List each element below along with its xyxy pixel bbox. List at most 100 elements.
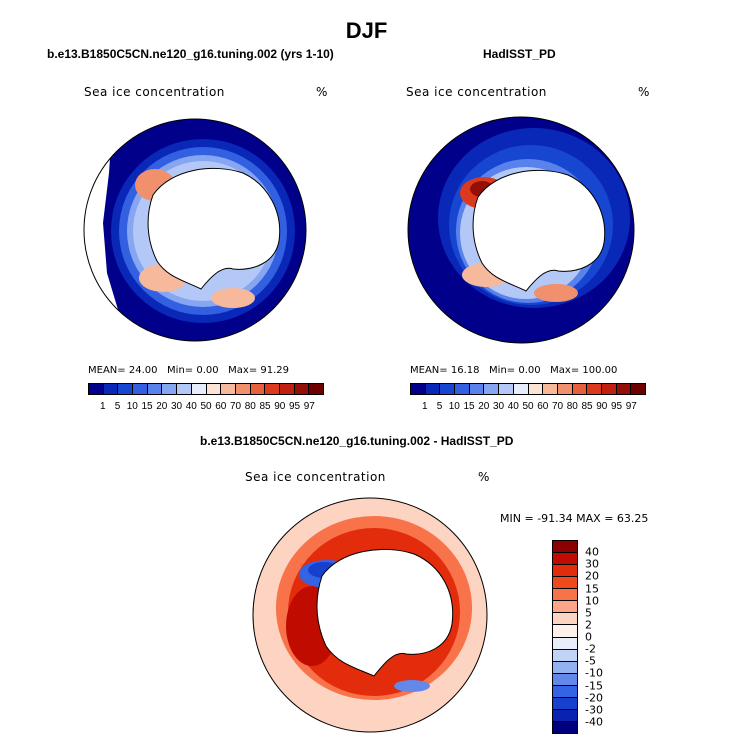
colorbar-swatch — [553, 721, 577, 733]
colorbar-tick-label: 40 — [585, 545, 599, 559]
colorbar-swatch — [469, 384, 485, 394]
max-label: MAX = — [576, 512, 614, 525]
colorbar-tick-label: -5 — [585, 654, 596, 668]
colorbar-tick-label: 50 — [522, 401, 534, 412]
mean-label: MEAN= — [410, 365, 448, 376]
colorbar-swatch — [553, 553, 577, 566]
colorbar-tick-label: 1 — [99, 401, 106, 412]
colorbar-swatch — [499, 384, 514, 394]
colorbar-tick-label: 30 — [492, 401, 505, 412]
antarctica-landmass — [472, 169, 606, 292]
colorbar-tick-label: 95 — [288, 401, 301, 412]
colorbar-swatch — [294, 384, 310, 394]
colorbar-swatch — [177, 384, 192, 394]
colorbar-tick-label: 0 — [585, 630, 592, 644]
colorbar-tick-labels: 40 30 20 15 10 5 2 0 -2 -5 -10 -15 -20 -30 -40 — [585, 540, 625, 734]
colorbar-swatch — [133, 384, 148, 394]
min-value: -91.34 — [537, 512, 573, 525]
antarctica-landmass — [316, 548, 454, 677]
units-label: % — [478, 470, 490, 484]
colorbar-tick-label: -40 — [585, 715, 603, 729]
colorbar-tick-label: 80 — [244, 401, 256, 412]
colorbar-tick-label: 40 — [507, 401, 519, 412]
colorbar-tick-label: -2 — [585, 642, 596, 656]
panel-title: HadISST_PD — [483, 47, 556, 61]
panel-title: b.e13.B1850C5CN.ne120_g16.tuning.002 - H… — [200, 434, 514, 448]
mean-value: 16.18 — [450, 365, 480, 376]
colorbar-tick-label: -15 — [585, 679, 603, 692]
colorbar-swatch — [557, 384, 573, 394]
colorbar-tick-label: 40 — [185, 401, 197, 412]
colorbar-swatch — [616, 384, 632, 394]
minmax-line: MIN = -91.34 MAX = 63.25 — [500, 512, 648, 525]
colorbar-tick-label: 70 — [551, 401, 564, 412]
colorbar-tick-labels: 1 5 10 15 20 30 40 50 60 70 80 85 90 95 97 — [88, 401, 324, 415]
colorbar-swatch — [147, 384, 163, 394]
colorbar — [410, 383, 646, 395]
colorbar-swatch — [425, 384, 441, 394]
stats-line: MEAN= 24.00 Min= 0.00 Max= 91.29 — [88, 365, 289, 376]
colorbar-swatch — [553, 565, 577, 578]
colorbar-tick-label: 80 — [566, 401, 578, 412]
colorbar-swatch — [553, 589, 577, 602]
colorbar-swatch — [553, 673, 577, 686]
colorbar-tick-label: 60 — [537, 401, 549, 412]
map-boundary — [83, 118, 307, 342]
colorbar-tick-label: 50 — [200, 401, 212, 412]
colorbar-swatch — [513, 384, 529, 394]
colorbar-swatch — [103, 384, 119, 394]
colorbar-tick-label: 60 — [215, 401, 227, 412]
colorbar-tick-label: 5 — [436, 401, 443, 412]
colorbar-swatch — [553, 613, 577, 626]
units-label: % — [638, 85, 650, 99]
variable-label: Sea ice concentration — [84, 85, 225, 99]
colorbar-tick-label: 30 — [170, 401, 183, 412]
colorbar-swatch — [206, 384, 222, 394]
units-label: % — [316, 85, 328, 99]
colorbar-swatch — [553, 697, 577, 710]
mean-value: 24.00 — [128, 365, 158, 376]
colorbar-tick-label: 90 — [596, 401, 608, 412]
polar-map-difference — [252, 497, 488, 733]
colorbar-tick-label: 20 — [478, 401, 490, 412]
colorbar-swatch — [572, 384, 588, 394]
variable-label: Sea ice concentration — [406, 85, 547, 99]
colorbar-swatch — [553, 541, 577, 554]
colorbar-tick-label: 10 — [585, 594, 599, 608]
max-value: 63.25 — [616, 512, 649, 525]
colorbar-swatch — [553, 661, 577, 674]
colorbar-swatch — [553, 577, 577, 590]
colorbar-tick-label: 70 — [229, 401, 242, 412]
stats-line: MEAN= 16.18 Min= 0.00 Max= 100.00 — [410, 365, 617, 376]
colorbar-tick-label: -10 — [585, 666, 603, 680]
colorbar-tick-label: 85 — [581, 401, 593, 412]
figure-title: DJF — [345, 18, 388, 43]
map-boundary — [407, 116, 635, 344]
colorbar-tick-label: 30 — [585, 557, 599, 571]
mean-label: MEAN= — [88, 365, 126, 376]
colorbar-tick-label: 85 — [259, 401, 271, 412]
colorbar-tick-label: -30 — [585, 703, 603, 717]
min-label: Min= — [167, 365, 194, 376]
colorbar-tick-label: 10 — [126, 401, 138, 412]
colorbar-tick-label: 90 — [274, 401, 286, 412]
colorbar-tick-label: 2 — [585, 618, 592, 632]
colorbar-tick-label: 97 — [625, 401, 637, 412]
antarctica-landmass — [147, 167, 281, 290]
colorbar-tick-label: 15 — [141, 401, 153, 412]
colorbar-swatch — [221, 384, 236, 394]
max-value: 100.00 — [582, 365, 618, 376]
colorbar-swatch — [118, 384, 134, 394]
colorbar-tick-label: 15 — [585, 582, 599, 595]
colorbar-swatch — [440, 384, 456, 394]
max-value: 91.29 — [260, 365, 290, 376]
colorbar-tick-label: 5 — [114, 401, 121, 412]
colorbar-swatch — [162, 384, 178, 394]
negative-east — [394, 680, 430, 692]
colorbar-swatch — [411, 384, 426, 394]
colorbar-tick-label: 97 — [303, 401, 315, 412]
colorbar-swatch — [553, 685, 577, 698]
colorbar-tick-label: 95 — [610, 401, 623, 412]
polar-map-model — [83, 118, 307, 342]
colorbar-tick-labels: 1 5 10 15 20 30 40 50 60 70 80 85 90 95 97 — [410, 401, 646, 415]
